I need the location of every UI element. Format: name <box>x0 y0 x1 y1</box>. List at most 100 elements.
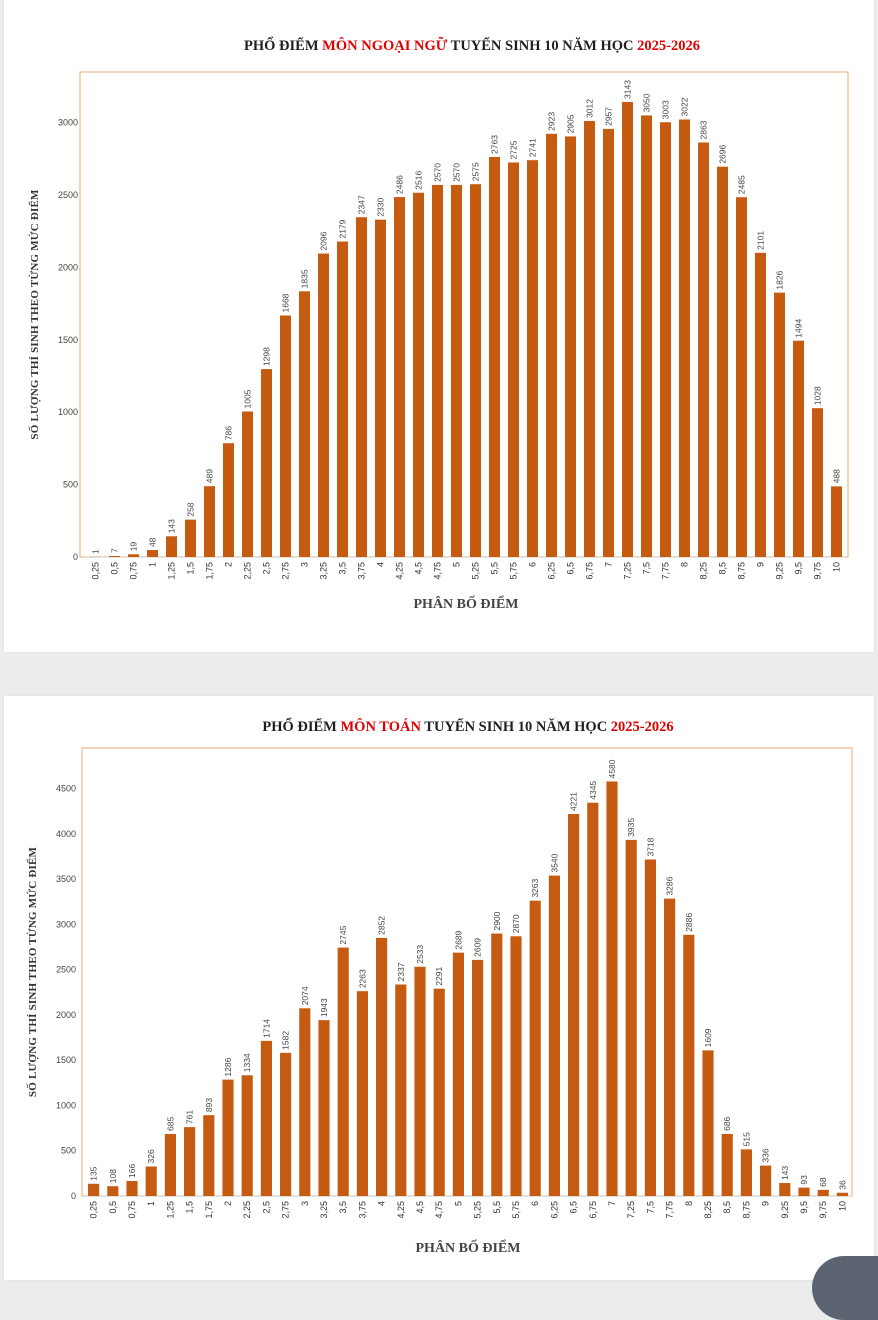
bar <box>530 901 541 1196</box>
bar <box>413 193 424 557</box>
bar <box>626 840 637 1196</box>
bar <box>546 134 557 557</box>
y-axis-title: SỐ LƯỢNG THÍ SINH THEO TỪNG MỨC ĐIỂM <box>28 189 41 440</box>
bar-value-label: 786 <box>224 426 234 440</box>
x-tick-label: 10 <box>832 562 842 572</box>
x-tick-label: 2,75 <box>281 1201 291 1219</box>
bar <box>261 1041 272 1196</box>
bar-value-label: 686 <box>722 1116 732 1130</box>
bar <box>146 1166 157 1196</box>
bar-value-label: 3003 <box>661 100 671 119</box>
x-tick-label: 1,75 <box>205 562 215 580</box>
bar <box>622 102 633 557</box>
bar-value-label: 4345 <box>588 781 598 800</box>
x-tick-label: 0,25 <box>89 1201 99 1219</box>
x-tick-label: 3,5 <box>338 562 348 575</box>
x-tick-label: 3,25 <box>319 562 329 580</box>
x-tick-label: 5,5 <box>490 562 500 575</box>
bar-value-label: 19 <box>129 542 139 552</box>
bar <box>338 948 349 1196</box>
bar-value-label: 1714 <box>261 1019 271 1038</box>
bar <box>432 185 443 557</box>
x-tick-label: 8,25 <box>703 1201 713 1219</box>
x-tick-label: 4,25 <box>396 1201 406 1219</box>
x-tick-label: 0,75 <box>129 562 139 580</box>
chart-title-part: PHỔ ĐIỂM <box>262 717 340 735</box>
bar <box>565 136 576 557</box>
bar-value-label: 2745 <box>338 925 348 944</box>
bar <box>831 486 842 557</box>
bar-value-label: 2516 <box>414 171 424 190</box>
chart-title-part: TUYỂN SINH 10 NĂM HỌC <box>447 36 637 54</box>
chart-frame <box>80 72 848 557</box>
bar <box>280 316 291 557</box>
bar <box>222 1080 233 1196</box>
bar <box>508 162 519 557</box>
bar <box>434 989 445 1196</box>
bar-value-label: 893 <box>204 1098 214 1112</box>
x-tick-label: 2 <box>223 1201 233 1206</box>
x-tick-label: 7,75 <box>665 1201 675 1219</box>
bar-value-label: 3718 <box>645 837 655 856</box>
bar <box>414 967 425 1196</box>
x-tick-label: 9 <box>756 562 766 567</box>
x-tick-label: 1,5 <box>186 562 196 575</box>
bar <box>280 1053 291 1196</box>
corner-overlay-button[interactable] <box>812 1256 878 1320</box>
bar-value-label: 258 <box>186 502 196 516</box>
y-tick-label: 4500 <box>56 784 76 794</box>
y-tick-label: 2000 <box>58 262 78 272</box>
bar-value-label: 1835 <box>300 269 310 288</box>
y-tick-label: 3000 <box>58 118 78 128</box>
bar <box>568 814 579 1196</box>
x-tick-label: 9,75 <box>813 562 823 580</box>
x-tick-label: 4,75 <box>433 562 443 580</box>
bar-value-label: 2900 <box>492 911 502 930</box>
bar <box>755 253 766 557</box>
bar-value-label: 2886 <box>684 913 694 932</box>
y-axis-title: SỐ LƯỢNG THÍ SINH THEO TỪNG MỨC ĐIỂM <box>26 847 39 1098</box>
y-tick-label: 1000 <box>56 1100 76 1110</box>
bar <box>510 936 521 1196</box>
bar <box>223 443 234 557</box>
bar <box>337 242 348 557</box>
x-tick-label: 3 <box>300 1201 310 1206</box>
bar <box>375 220 386 557</box>
x-tick-label: 2,5 <box>262 562 272 575</box>
bar <box>318 254 329 557</box>
x-tick-label: 6 <box>528 562 538 567</box>
x-tick-label: 9,5 <box>794 562 804 575</box>
bar-value-label: 2923 <box>547 112 557 131</box>
bar-value-label: 326 <box>146 1149 156 1163</box>
bar-value-label: 2347 <box>357 195 367 214</box>
y-tick-label: 0 <box>71 1191 76 1201</box>
y-tick-label: 1500 <box>56 1055 76 1065</box>
bar <box>242 1075 253 1196</box>
bar-value-label: 2074 <box>300 986 310 1005</box>
x-tick-label: 1,25 <box>165 1201 175 1219</box>
x-tick-label: 1,5 <box>185 1201 195 1214</box>
bar <box>818 1190 829 1196</box>
bar-value-label: 685 <box>165 1117 175 1131</box>
bar-value-label: 1298 <box>262 347 272 366</box>
bar <box>837 1193 848 1196</box>
x-tick-label: 8,5 <box>718 562 728 575</box>
x-tick-label: 2,5 <box>261 1201 271 1214</box>
x-tick-label: 7 <box>604 562 614 567</box>
bar <box>318 1020 329 1196</box>
x-tick-label: 3,25 <box>319 1201 329 1219</box>
x-tick-label: 4,5 <box>414 562 424 575</box>
bar-value-label: 1582 <box>281 1031 291 1050</box>
bar <box>679 119 690 557</box>
bar-value-label: 3050 <box>642 93 652 112</box>
chart-frame <box>82 748 852 1196</box>
x-tick-label: 8 <box>684 1201 694 1206</box>
bar-value-label: 1028 <box>813 386 823 405</box>
x-tick-label: 7,25 <box>626 1201 636 1219</box>
x-axis-title: PHÂN BỐ ĐIỂM <box>414 594 519 612</box>
bar <box>126 1181 137 1196</box>
bar <box>147 550 158 557</box>
bar <box>798 1188 809 1196</box>
bar-value-label: 1609 <box>703 1028 713 1047</box>
bar <box>165 1134 176 1196</box>
